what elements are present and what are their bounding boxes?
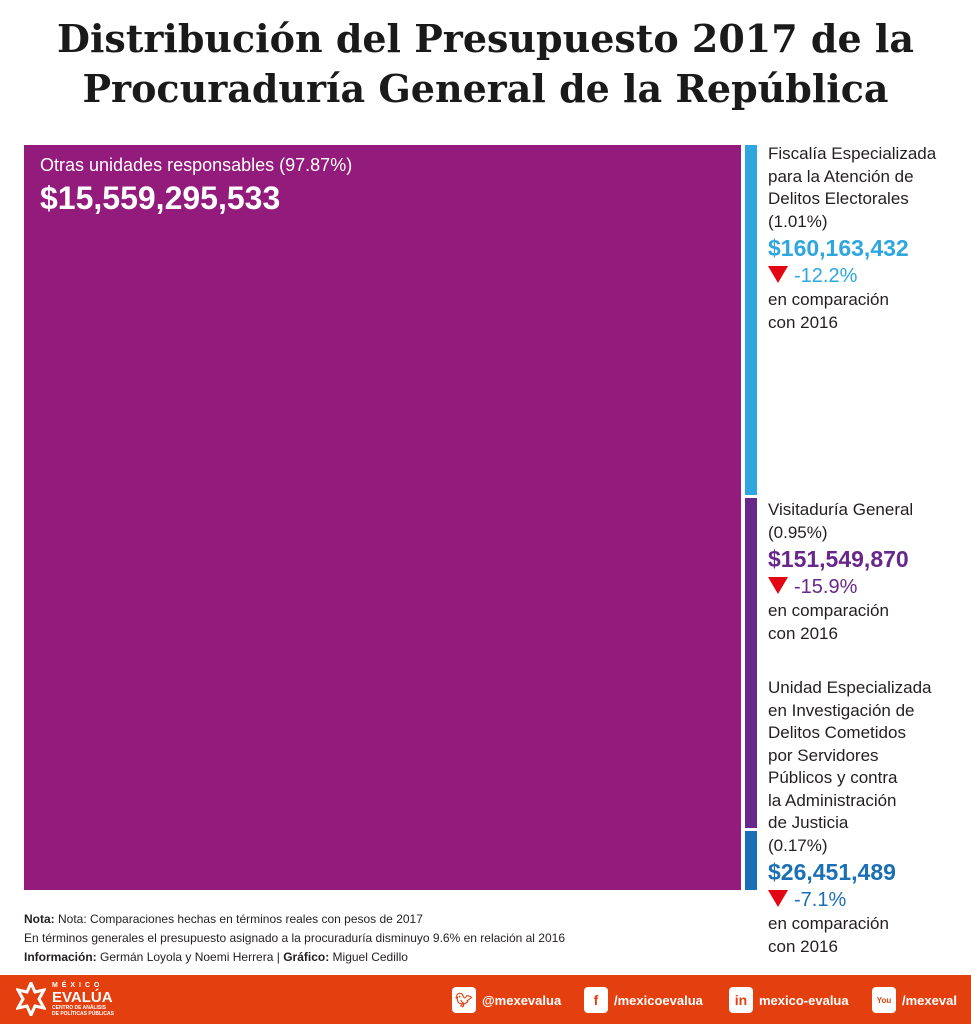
value-label: $151,549,870 [768,546,909,572]
treemap-tile-otras [24,145,741,890]
treemap-tile-fepade [745,145,757,495]
treemap-tile-visitaduria [745,498,757,828]
label-visitaduria: Visitaduría General (0.95%) $151,549,870… [768,499,968,645]
facebook-link[interactable]: f/mexicoevalua [584,987,703,1013]
down-arrow-icon [768,577,788,594]
treemap-tile-unidad [745,831,757,890]
tile-value: $15,559,295,533 [40,180,281,216]
change-label: -7.1% [768,887,968,913]
label-fepade: Fiscalía Especializada para la Atención … [768,143,968,334]
youtube-link[interactable]: You/mexeval [872,987,957,1013]
down-arrow-icon [768,890,788,907]
value-label: $26,451,489 [768,859,896,885]
facebook-icon: f [584,987,608,1013]
linkedin-link[interactable]: in mexico-evalua [729,987,849,1013]
value-label: $160,163,432 [768,235,909,261]
label-unidad: Unidad Especializada en Investigación de… [768,677,968,958]
change-label: -12.2% [768,263,968,289]
notes: Nota: Nota: Comparaciones hechas en térm… [24,912,566,964]
footer: M É X I C O EVALÚA CENTRO DE ANÁLISIS DE… [0,975,971,1024]
tile-label: Otras unidades responsables (97.87%) [40,155,353,175]
twitter-link[interactable]: 🐦︎ @mexevalua [452,987,561,1013]
down-arrow-icon [768,266,788,283]
twitter-icon: 🐦︎ [452,987,476,1013]
star-logo-icon [16,982,46,1016]
mexico-evalua-logo: M É X I C O EVALÚA CENTRO DE ANÁLISIS DE… [16,981,114,1017]
youtube-icon: You [872,987,896,1013]
change-label: -15.9% [768,574,968,600]
linkedin-icon: in [729,987,753,1013]
page-title: Distribución del Presupuesto 2017 de la … [57,16,914,111]
